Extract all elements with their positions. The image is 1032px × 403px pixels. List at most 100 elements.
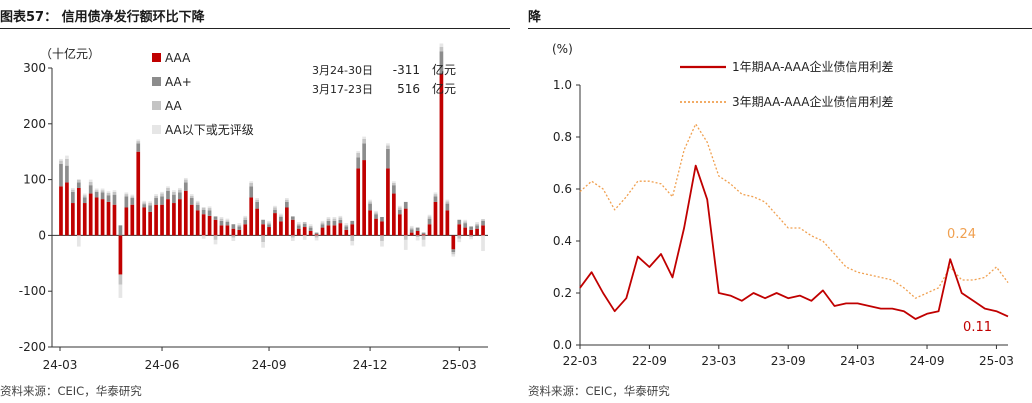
bar-below-36 [273, 205, 277, 208]
bar-below-61 [421, 239, 426, 247]
bar-aa-70 [475, 223, 479, 226]
legend-label-aa: AA [165, 99, 183, 113]
bar-aa_plus-55 [386, 148, 390, 169]
bar-aaa-0 [59, 186, 63, 236]
bar-aa-51 [362, 138, 366, 144]
y-tick-label-300: 300 [23, 61, 46, 75]
annotation-unit-1: 亿元 [432, 62, 456, 77]
bar-below-32 [249, 181, 254, 183]
x-tick-label-22-03: 22-03 [563, 354, 598, 368]
bar-aaa-8 [106, 201, 111, 236]
bar-aaa-24 [201, 214, 206, 236]
left-source-note: 资料来源：CEIC，华泰研究 [0, 384, 142, 398]
bar-aa_plus-62 [427, 218, 432, 225]
legend-swatch-aa_plus [152, 77, 161, 86]
bar-aaa-41 [302, 227, 307, 236]
bar-aa_plus-1 [65, 165, 69, 183]
bar-below-29 [231, 237, 236, 241]
bar-aa_plus-25 [207, 210, 212, 216]
bar-aa_plus-58 [403, 201, 408, 209]
bar-aa-6 [94, 190, 99, 192]
line-chart: (%) 0.0 0.2 0.4 0.6 0.8 1.0 22-03 22-09 23-03 23-0… [552, 42, 1014, 368]
bar-aa-66 [451, 252, 456, 255]
bar-aa_plus-61 [421, 232, 426, 235]
bar-below-7 [100, 188, 105, 191]
bar-aaa-7 [100, 199, 105, 236]
bar-below-21 [183, 177, 188, 180]
annotation-period-2: 3月17-23日 [312, 83, 373, 96]
bar-aa-39 [290, 235, 295, 238]
right-figure-title: 降 [528, 10, 542, 25]
bar-below-70 [475, 222, 479, 224]
bar-aa_plus-48 [344, 226, 349, 230]
bar-aa_plus-20 [178, 192, 182, 200]
bar-aa_plus-56 [392, 185, 396, 194]
bar-aaa-50 [356, 168, 361, 236]
bar-below-49 [350, 240, 355, 246]
bar-aa_plus-16 [154, 198, 158, 205]
bar-aa_plus-69 [469, 226, 473, 230]
y-tick-label--100: -100 [19, 284, 46, 298]
bar-aa_plus-46 [332, 220, 337, 226]
bar-aa_plus-30 [237, 226, 242, 230]
bar-aa-24 [201, 207, 206, 210]
bar-aa_plus-17 [160, 196, 164, 205]
bar-aaa-44 [320, 227, 325, 236]
bar-aaa-62 [427, 224, 432, 236]
bar-below-2 [71, 187, 75, 190]
bar-aaa-49 [350, 224, 355, 236]
bar-aa-16 [154, 195, 158, 199]
bar-aa_plus-52 [368, 203, 372, 211]
y-tick-label-1.0: 1.0 [553, 78, 572, 92]
bar-aa-47 [338, 217, 343, 220]
bar-aaa-52 [368, 210, 372, 236]
bar-below-9 [112, 190, 117, 192]
left-title-rule [0, 28, 510, 29]
bar-aaa-48 [344, 229, 349, 236]
bar-aa-53 [374, 212, 378, 215]
bar-aa_plus-39 [290, 216, 295, 220]
bar-aa-29 [231, 235, 236, 238]
bar-aa-64 [439, 46, 444, 52]
bar-aa-7 [100, 190, 105, 193]
bar-aaa-43 [314, 234, 319, 236]
bar-aa-30 [237, 224, 242, 227]
bar-aa_plus-49 [350, 220, 355, 225]
bar-aa_plus-41 [302, 223, 307, 228]
bar-aaa-68 [463, 227, 468, 236]
legend-swatch-below [152, 125, 161, 134]
bar-aa_plus-11 [124, 196, 129, 208]
bar-below-42 [308, 224, 313, 226]
bar-below-46 [332, 216, 337, 219]
x-tick-label-24-03: 24-03 [43, 358, 78, 372]
bar-aa-15 [148, 203, 152, 206]
bar-aaa-27 [219, 225, 224, 236]
x-tick-label-22-09: 22-09 [632, 354, 667, 368]
bar-aa_plus-53 [374, 214, 378, 219]
bar-below-24 [201, 235, 206, 239]
x-tick-label-23-03: 23-03 [701, 354, 736, 368]
legend-label-below: AA以下或无评级 [165, 123, 254, 137]
bar-below-40 [296, 222, 301, 224]
bar-aa-50 [356, 152, 361, 158]
bar-aaa-51 [362, 160, 366, 236]
bar-aa-5 [88, 181, 93, 186]
bar-aaa-63 [433, 201, 438, 236]
bar-aa-46 [332, 218, 337, 221]
bar-below-33 [255, 198, 259, 200]
bar-aa-3 [76, 179, 81, 183]
bar-below-31 [243, 215, 248, 218]
bar-aa_plus-27 [219, 220, 224, 226]
bar-aa_plus-21 [183, 182, 188, 191]
x-tick-label-24-03: 24-03 [840, 354, 875, 368]
bar-aa-9 [112, 191, 117, 195]
bar-aaa-64 [439, 73, 444, 236]
bar-below-62 [427, 214, 432, 217]
bar-below-51 [362, 136, 366, 139]
bar-aaa-13 [136, 151, 141, 236]
bar-aa-45 [326, 218, 331, 221]
bar-below-28 [225, 218, 230, 221]
bar-below-55 [386, 143, 390, 146]
bar-aaa-35 [267, 227, 271, 236]
bar-aa_plus-35 [267, 224, 271, 228]
